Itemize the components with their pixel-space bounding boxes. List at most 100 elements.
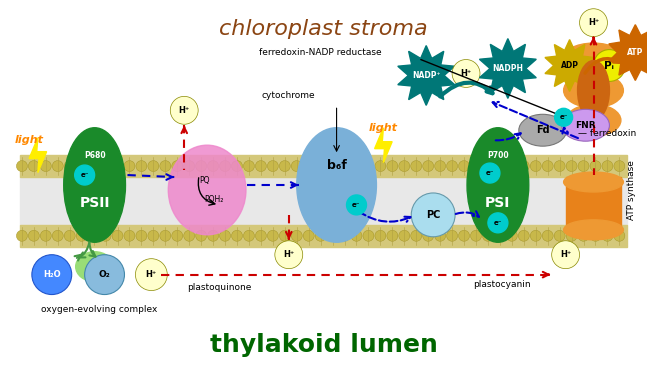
Circle shape <box>64 230 75 241</box>
Circle shape <box>280 161 291 171</box>
Text: ADP: ADP <box>560 61 578 70</box>
Circle shape <box>452 59 480 88</box>
Circle shape <box>411 193 455 237</box>
Circle shape <box>303 161 314 171</box>
Ellipse shape <box>566 104 621 136</box>
Circle shape <box>422 161 434 171</box>
Text: e⁻: e⁻ <box>560 114 568 120</box>
Circle shape <box>16 161 27 171</box>
Text: PC: PC <box>426 210 440 220</box>
Circle shape <box>280 230 291 241</box>
Circle shape <box>76 230 87 241</box>
Bar <box>20 177 627 225</box>
Circle shape <box>267 161 278 171</box>
Circle shape <box>172 230 183 241</box>
Circle shape <box>40 230 51 241</box>
Text: FNR: FNR <box>575 121 596 130</box>
Circle shape <box>40 161 51 171</box>
Circle shape <box>124 230 135 241</box>
Text: H⁺: H⁺ <box>283 250 294 259</box>
Circle shape <box>291 161 302 171</box>
Circle shape <box>495 230 505 241</box>
Circle shape <box>435 161 446 171</box>
Text: b₆f: b₆f <box>327 158 346 171</box>
Circle shape <box>327 161 338 171</box>
Text: e⁻: e⁻ <box>81 172 89 178</box>
Circle shape <box>554 230 565 241</box>
Circle shape <box>530 230 541 241</box>
Ellipse shape <box>75 252 114 282</box>
Text: e⁻: e⁻ <box>486 170 494 176</box>
Circle shape <box>303 230 314 241</box>
Ellipse shape <box>297 128 376 242</box>
Circle shape <box>124 161 135 171</box>
Circle shape <box>435 230 446 241</box>
Ellipse shape <box>562 109 610 141</box>
Circle shape <box>291 230 302 241</box>
Circle shape <box>387 230 398 241</box>
Text: light: light <box>15 135 44 145</box>
Text: H⁺: H⁺ <box>560 250 571 259</box>
Circle shape <box>184 161 195 171</box>
Text: H⁺: H⁺ <box>588 18 599 27</box>
Circle shape <box>399 230 410 241</box>
Bar <box>20 155 627 177</box>
Ellipse shape <box>64 128 125 242</box>
Circle shape <box>458 161 469 171</box>
Circle shape <box>29 161 40 171</box>
Circle shape <box>488 213 508 233</box>
Circle shape <box>602 161 613 171</box>
Circle shape <box>480 163 500 183</box>
Circle shape <box>351 161 362 171</box>
Circle shape <box>275 241 303 269</box>
Circle shape <box>160 161 171 171</box>
Circle shape <box>339 230 350 241</box>
Text: PSII: PSII <box>79 196 110 210</box>
Circle shape <box>267 230 278 241</box>
Circle shape <box>315 230 326 241</box>
Circle shape <box>482 230 493 241</box>
Circle shape <box>578 230 589 241</box>
Circle shape <box>32 255 72 295</box>
Circle shape <box>346 195 367 215</box>
Text: oxygen-evolving complex: oxygen-evolving complex <box>42 305 158 314</box>
Circle shape <box>231 161 242 171</box>
Text: ATP synthase: ATP synthase <box>627 160 636 220</box>
Polygon shape <box>545 40 594 91</box>
Circle shape <box>411 161 422 171</box>
Polygon shape <box>29 138 47 173</box>
Circle shape <box>207 230 218 241</box>
Circle shape <box>76 161 87 171</box>
Circle shape <box>614 230 625 241</box>
Circle shape <box>172 161 183 171</box>
Circle shape <box>29 230 40 241</box>
Circle shape <box>327 230 338 241</box>
Circle shape <box>220 161 231 171</box>
Text: ATP: ATP <box>627 48 644 57</box>
Text: e⁻: e⁻ <box>352 202 361 208</box>
Ellipse shape <box>168 145 246 235</box>
Circle shape <box>148 161 159 171</box>
Circle shape <box>64 161 75 171</box>
Text: P700: P700 <box>487 151 509 160</box>
Circle shape <box>207 161 218 171</box>
Circle shape <box>518 161 529 171</box>
Circle shape <box>88 161 99 171</box>
Circle shape <box>52 230 63 241</box>
Circle shape <box>458 230 469 241</box>
Circle shape <box>160 230 171 241</box>
Polygon shape <box>609 25 650 81</box>
Text: NADP⁺: NADP⁺ <box>412 71 441 80</box>
Circle shape <box>590 161 601 171</box>
Circle shape <box>506 161 517 171</box>
Circle shape <box>411 230 422 241</box>
Text: ferredoxin-NADP reductase: ferredoxin-NADP reductase <box>259 48 382 57</box>
Text: thylakoid lumen: thylakoid lumen <box>210 333 437 357</box>
Bar <box>566 177 621 225</box>
Text: plastoquinone: plastoquinone <box>187 283 252 292</box>
Circle shape <box>100 230 111 241</box>
Circle shape <box>112 161 123 171</box>
Circle shape <box>363 230 374 241</box>
Circle shape <box>495 161 505 171</box>
Circle shape <box>136 161 147 171</box>
